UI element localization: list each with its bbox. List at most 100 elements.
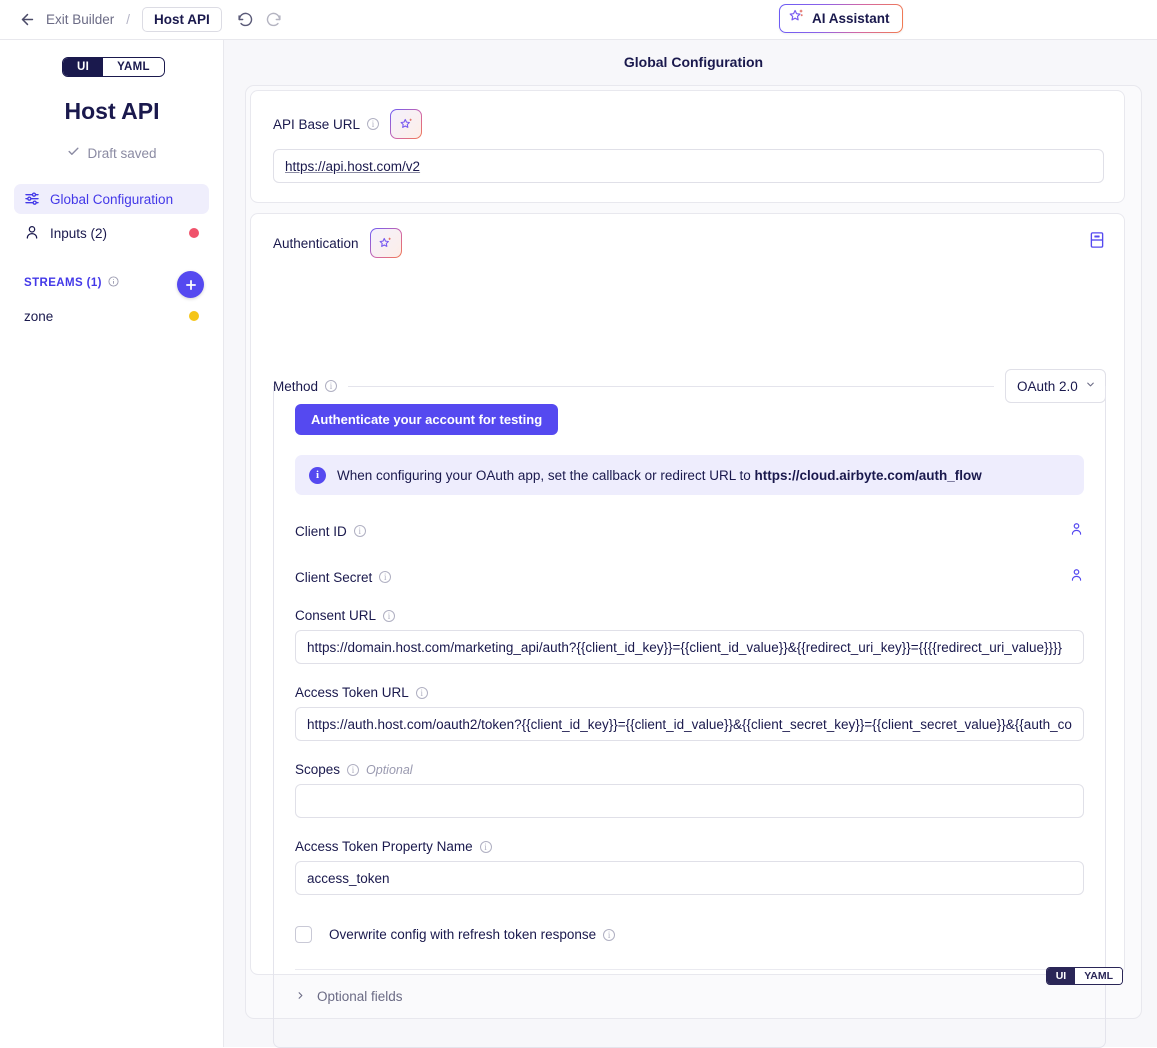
method-label: Method [273,378,319,394]
optional-tag: Optional [366,762,413,777]
streams-header-label: STREAMS (1) [24,277,102,289]
consent-url-field: Consent URL i [295,608,1084,664]
person-icon[interactable] [1069,521,1084,541]
info-icon[interactable]: i [415,686,428,699]
sidebar: UI YAML Host API Draft saved Global Conf… [0,40,224,1047]
authentication-label: Authentication [273,235,359,251]
sliders-icon [24,190,40,209]
access-token-property-name-label: Access Token Property Name [295,839,473,854]
check-icon [67,145,80,161]
callout-url: https://cloud.airbyte.com/auth_flow [754,467,982,483]
info-icon[interactable]: i [325,380,338,392]
access-token-url-label-group: Access Token URL i [295,685,1084,700]
sparkle-star-icon [788,8,805,30]
ai-assistant-button[interactable]: AI Assistant [779,4,903,33]
configuration-panel: API Base URL i Authentication [245,85,1142,1048]
sidebar-item-global-configuration[interactable]: Global Configuration [14,184,209,214]
add-stream-button[interactable] [177,271,204,298]
overwrite-refresh-token-label: Overwrite config with refresh token resp… [329,927,597,942]
ai-suggest-authentication-button[interactable] [370,228,402,258]
info-icon[interactable]: i [367,118,380,130]
info-icon[interactable] [108,276,119,290]
status-badge [189,228,199,238]
access-token-url-input[interactable] [295,707,1084,741]
consent-url-input[interactable] [295,630,1084,664]
chevron-down-icon [1085,379,1096,393]
access-token-property-name-field: Access Token Property Name i [295,839,1084,895]
status-badge [189,311,199,321]
bottom-view-toggle[interactable]: UI YAML [1045,967,1123,985]
access-token-property-name-label-group: Access Token Property Name i [295,839,1084,854]
person-icon [24,224,40,243]
bottom-toggle-yaml[interactable]: YAML [1075,968,1122,984]
breadcrumb-separator: / [126,12,131,27]
info-icon[interactable]: i [379,571,392,583]
section-divider [295,969,1084,970]
access-token-property-name-input[interactable] [295,861,1084,895]
method-selected-value: OAuth 2.0 [1017,378,1078,394]
ai-assistant-label: AI Assistant [812,11,890,26]
sidebar-view-toggle[interactable]: UI YAML [62,57,165,77]
main-content: Global Configuration API Base URL i [224,40,1157,1048]
authentication-card: Authentication Met [250,213,1125,1048]
fieldset-divider [348,385,994,387]
info-icon[interactable]: i [603,928,616,941]
scopes-input[interactable] [295,784,1084,818]
stream-item-zone[interactable]: zone [14,303,209,329]
optional-fields-toggle[interactable]: Optional fields [295,989,1084,1004]
stream-label: zone [24,308,54,324]
sidebar-item-label: Inputs (2) [50,225,108,241]
connector-title: Host API [64,98,160,124]
api-base-url-input[interactable] [273,149,1104,183]
consent-url-label-group: Consent URL i [295,608,1084,623]
sidebar-toggle-yaml[interactable]: YAML [103,58,164,76]
book-icon[interactable] [1088,231,1106,254]
client-id-label-group: Client ID i [295,524,366,539]
overwrite-refresh-token-row: Overwrite config with refresh token resp… [295,926,1084,943]
scopes-label-group: Scopes i Optional [295,762,1084,777]
access-token-url-label: Access Token URL [295,685,409,700]
client-secret-label: Client Secret [295,569,373,585]
scopes-label: Scopes [295,762,341,777]
client-secret-row: Client Secret i [295,567,1084,587]
exit-builder-link[interactable]: Exit Builder [46,12,115,27]
method-row: Method i OAuth 2.0 [273,369,1106,403]
callout-text: When configuring your OAuth app, set the… [337,467,982,483]
overwrite-refresh-token-checkbox[interactable] [295,926,312,943]
info-icon[interactable]: i [479,840,492,853]
ai-suggest-base-url-button[interactable] [390,109,422,139]
client-id-label: Client ID [295,523,347,539]
oauth-fieldset: Authenticate your account for testing i … [273,386,1106,1048]
sidebar-item-inputs[interactable]: Inputs (2) [14,218,209,248]
authentication-label-group: Authentication [273,236,359,251]
page-title: Global Configuration [623,54,764,70]
access-token-url-field: Access Token URL i [295,685,1084,741]
optional-fields-label: Optional fields [317,989,403,1004]
consent-url-label: Consent URL [295,608,377,623]
oauth-callout: i When configuring your OAuth app, set t… [295,455,1084,495]
person-icon[interactable] [1069,567,1084,587]
arrow-left-icon[interactable] [18,11,36,29]
chevron-right-icon [295,990,306,1004]
info-icon[interactable]: i [353,525,366,537]
project-name-chip[interactable]: Host API [142,7,222,32]
top-bar: Exit Builder / Host API [0,0,1157,40]
client-id-row: Client ID i [295,521,1084,541]
sidebar-item-label: Global Configuration [50,191,174,207]
streams-header: STREAMS (1) [24,276,119,290]
info-icon: i [309,466,326,484]
draft-saved-status: Draft saved [0,145,224,161]
scopes-field: Scopes i Optional [295,762,1084,818]
client-secret-label-group: Client Secret i [295,569,392,585]
api-base-url-card: API Base URL i [250,90,1125,203]
authenticate-account-button[interactable]: Authenticate your account for testing [295,404,559,435]
api-base-url-label: API Base URL [273,116,361,132]
bottom-toggle-ui[interactable]: UI [1046,968,1076,984]
undo-icon[interactable] [236,10,256,30]
method-select[interactable]: OAuth 2.0 [1005,369,1106,403]
info-icon[interactable]: i [383,609,396,622]
info-icon[interactable]: i [347,763,360,776]
sidebar-toggle-ui[interactable]: UI [63,58,104,76]
redo-icon[interactable] [264,10,284,30]
overwrite-refresh-token-label-group: Overwrite config with refresh token resp… [329,927,616,942]
